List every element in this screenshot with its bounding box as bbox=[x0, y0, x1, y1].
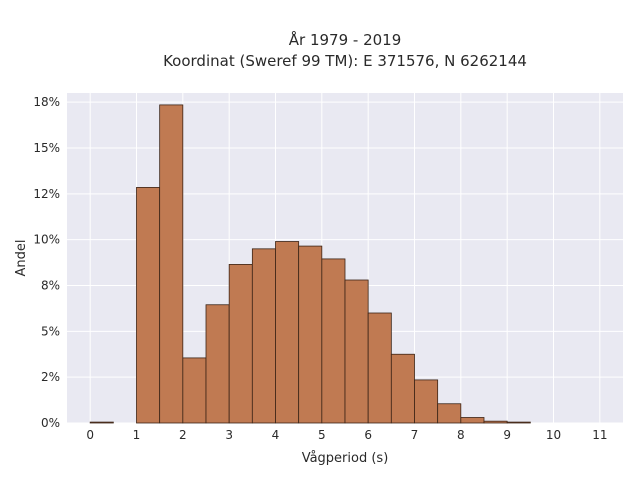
histogram-bar bbox=[483, 420, 508, 424]
y-tick-label: 5% bbox=[41, 324, 60, 338]
histogram-bar bbox=[205, 304, 230, 424]
x-tick-label: 9 bbox=[503, 428, 511, 442]
y-tick-label: 12% bbox=[33, 187, 60, 201]
x-tick-label: 7 bbox=[411, 428, 419, 442]
x-axis-label: Vågperiod (s) bbox=[302, 451, 389, 466]
x-tick-label: 4 bbox=[272, 428, 280, 442]
histogram-bar bbox=[460, 417, 485, 424]
x-tick-label: 0 bbox=[86, 428, 94, 442]
x-tick-label: 3 bbox=[225, 428, 233, 442]
y-tick-label: 0% bbox=[41, 416, 60, 430]
y-axis-label: Andel bbox=[14, 240, 29, 277]
histogram-bar bbox=[298, 245, 323, 424]
x-tick-label: 2 bbox=[179, 428, 187, 442]
histogram-bar bbox=[182, 357, 207, 424]
x-tick-label: 10 bbox=[546, 428, 561, 442]
histogram-bar bbox=[344, 279, 369, 424]
histogram-bar bbox=[228, 264, 253, 424]
bars bbox=[89, 104, 531, 424]
y-tick-label: 15% bbox=[33, 141, 60, 155]
histogram-bar bbox=[136, 187, 161, 424]
histogram-bar bbox=[367, 312, 392, 424]
x-tick-label: 1 bbox=[133, 428, 141, 442]
x-tick-labels: 0 1 2 3 4 5 6 7 8 9 10 11 bbox=[86, 428, 607, 442]
histogram-bar bbox=[437, 403, 462, 424]
histogram-bar bbox=[414, 379, 439, 424]
histogram-bar bbox=[321, 258, 346, 424]
y-tick-label: 2% bbox=[41, 370, 60, 384]
histogram-bar bbox=[89, 421, 114, 424]
x-tick-label: 11 bbox=[592, 428, 607, 442]
histogram-bar bbox=[390, 353, 415, 424]
y-tick-label: 18% bbox=[33, 95, 60, 109]
chart-title-line1: År 1979 - 2019 bbox=[289, 30, 402, 49]
histogram-bar bbox=[506, 421, 531, 424]
x-tick-label: 6 bbox=[364, 428, 372, 442]
histogram-bar bbox=[159, 104, 184, 424]
y-tick-label: 10% bbox=[33, 233, 60, 247]
chart-title-line2: Koordinat (Sweref 99 TM): E 371576, N 62… bbox=[163, 52, 527, 70]
x-tick-label: 5 bbox=[318, 428, 326, 442]
y-tick-label: 8% bbox=[41, 279, 60, 293]
y-tick-labels: 0% 2% 5% 8% 10% 12% 15% 18% bbox=[33, 95, 60, 430]
histogram-bar bbox=[251, 248, 276, 424]
x-tick-label: 8 bbox=[457, 428, 465, 442]
histogram-bar bbox=[275, 241, 300, 424]
